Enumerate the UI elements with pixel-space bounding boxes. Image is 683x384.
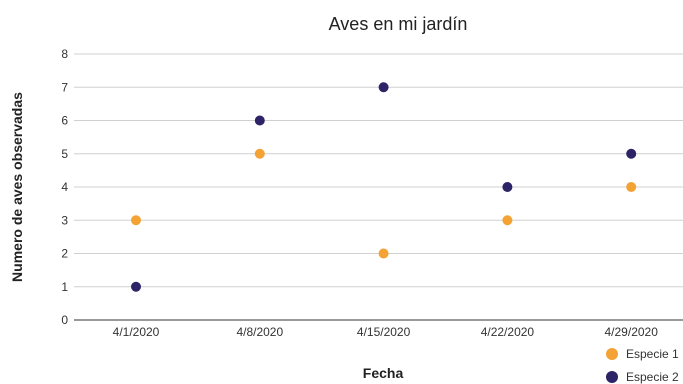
data-point-series-1 <box>131 215 141 226</box>
y-tick-label: 2 <box>61 247 68 261</box>
data-points <box>131 82 637 292</box>
legend-marker <box>606 371 618 383</box>
x-tick-label: 4/15/2020 <box>357 325 411 339</box>
data-point-series-1 <box>626 182 637 192</box>
x-tick-label: 4/22/2020 <box>481 325 535 339</box>
y-tick-label: 4 <box>61 180 68 194</box>
data-point-series-2 <box>254 115 265 126</box>
y-tick-label: 7 <box>61 80 68 94</box>
x-tick-label: 4/1/2020 <box>113 325 160 339</box>
x-tick-labels: 4/1/2020 4/8/2020 4/15/2020 4/22/2020 4/29/2… <box>113 325 659 339</box>
data-point-series-1 <box>254 148 265 159</box>
y-tick-label: 6 <box>61 114 68 128</box>
y-tick-label: 5 <box>61 147 68 161</box>
y-axis-title: Numero de aves observadas <box>9 92 25 282</box>
x-tick-label: 4/29/2020 <box>605 325 659 339</box>
y-tick-label: 0 <box>61 313 68 327</box>
gridlines <box>74 53 683 321</box>
data-point-series-2 <box>626 148 637 159</box>
x-tick-label: 4/8/2020 <box>236 325 283 339</box>
legend: Especie 1 Especie 2 <box>606 347 679 384</box>
data-point-series-2 <box>131 281 141 292</box>
data-point-series-2 <box>378 82 389 93</box>
legend-label: Especie 1 <box>626 347 679 361</box>
y-tick-label: 3 <box>61 213 68 227</box>
y-tick-label: 8 <box>61 47 68 61</box>
data-point-series-2 <box>502 182 513 192</box>
x-axis-title: Fecha <box>363 365 404 381</box>
data-point-series-1 <box>502 215 513 226</box>
legend-marker <box>606 348 618 360</box>
y-tick-labels: 0 1 2 3 4 5 6 7 8 <box>61 47 68 327</box>
data-point-series-1 <box>378 248 389 259</box>
chart-title: Aves en mi jardín <box>329 14 468 34</box>
y-tick-label: 1 <box>61 280 68 294</box>
legend-label: Especie 2 <box>626 370 679 384</box>
